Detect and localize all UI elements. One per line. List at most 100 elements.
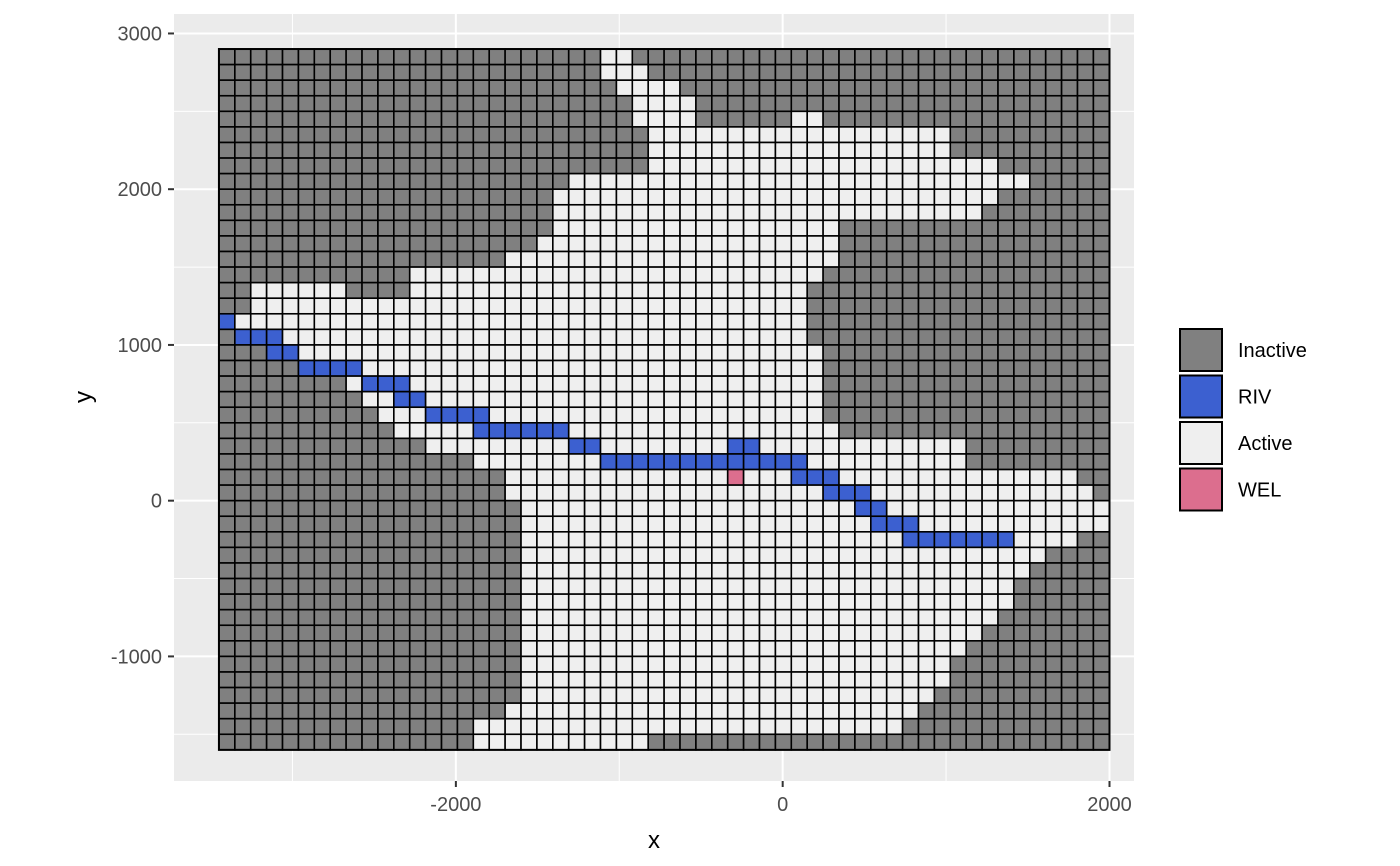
cell-inactive bbox=[567, 79, 586, 97]
cell-inactive bbox=[901, 344, 920, 362]
cell-inactive bbox=[472, 203, 491, 222]
cell-inactive bbox=[281, 266, 300, 284]
cell-inactive bbox=[313, 141, 332, 159]
cell-active bbox=[377, 297, 395, 315]
cell-active bbox=[774, 640, 793, 658]
cell-active bbox=[647, 266, 665, 284]
cell-inactive bbox=[1013, 297, 1031, 315]
cell-inactive bbox=[933, 110, 952, 128]
cell-inactive bbox=[997, 344, 1015, 362]
cell-inactive bbox=[965, 344, 983, 362]
cell-active bbox=[488, 406, 506, 424]
cell-active bbox=[488, 717, 506, 736]
cell-active bbox=[774, 593, 793, 611]
cell-active bbox=[631, 640, 650, 658]
cell-inactive bbox=[377, 172, 395, 191]
cell-inactive bbox=[774, 110, 793, 128]
cell-active bbox=[615, 375, 634, 393]
cell-active bbox=[695, 235, 713, 253]
cell-inactive bbox=[361, 235, 379, 253]
cell-active bbox=[806, 686, 824, 704]
cell-inactive bbox=[234, 110, 252, 128]
cell-inactive bbox=[313, 188, 332, 206]
cell-active bbox=[695, 671, 713, 689]
cell-inactive bbox=[488, 110, 506, 128]
cell-inactive bbox=[440, 702, 459, 720]
cell-riv bbox=[297, 359, 316, 377]
cell-inactive bbox=[790, 48, 809, 66]
cell-active bbox=[838, 468, 856, 486]
cell-active bbox=[806, 406, 824, 424]
legend-key-inactive bbox=[1179, 328, 1223, 372]
cell-inactive bbox=[1060, 655, 1079, 673]
cell-inactive bbox=[265, 608, 284, 627]
cell-inactive bbox=[377, 453, 395, 471]
cell-active bbox=[440, 422, 459, 440]
cell-active bbox=[711, 344, 729, 362]
cell-inactive bbox=[1076, 141, 1095, 159]
cell-active bbox=[679, 126, 697, 144]
cell-inactive bbox=[249, 79, 268, 97]
cell-active bbox=[870, 531, 888, 549]
cell-active bbox=[536, 546, 554, 564]
cell-active bbox=[695, 281, 713, 300]
cell-inactive bbox=[854, 422, 872, 440]
cell-inactive bbox=[1028, 63, 1047, 81]
cell-active bbox=[679, 655, 697, 673]
cell-active bbox=[711, 157, 729, 175]
cell-inactive bbox=[249, 531, 268, 549]
cell-inactive bbox=[1013, 219, 1031, 237]
cell-active bbox=[615, 577, 634, 595]
cell-inactive bbox=[1044, 63, 1063, 81]
cell-active bbox=[695, 157, 713, 175]
cell-active bbox=[265, 312, 284, 331]
cell-inactive bbox=[1092, 546, 1111, 564]
cell-active bbox=[631, 297, 650, 315]
cell-inactive bbox=[885, 110, 904, 128]
cell-active bbox=[806, 562, 824, 580]
cell-inactive bbox=[408, 515, 427, 533]
cell-active bbox=[599, 593, 618, 611]
cell-active bbox=[377, 359, 395, 377]
cell-active bbox=[647, 640, 665, 658]
cell-inactive bbox=[472, 235, 491, 253]
cell-inactive bbox=[981, 94, 999, 113]
cell-active bbox=[790, 499, 809, 518]
cell-active bbox=[711, 499, 729, 518]
cell-active bbox=[726, 172, 745, 191]
cell-inactive bbox=[1060, 126, 1079, 144]
cell-inactive bbox=[965, 655, 983, 673]
cell-inactive bbox=[806, 297, 824, 315]
cell-active bbox=[726, 608, 745, 627]
cell-active bbox=[631, 624, 650, 642]
cell-inactive bbox=[822, 375, 840, 393]
cell-inactive bbox=[281, 110, 300, 128]
cell-inactive bbox=[901, 63, 920, 81]
cell-inactive bbox=[536, 126, 554, 144]
cell-inactive bbox=[965, 406, 983, 424]
cell-inactive bbox=[806, 328, 824, 346]
cell-active bbox=[583, 608, 602, 627]
cell-active bbox=[885, 608, 904, 627]
cell-inactive bbox=[838, 733, 856, 751]
cell-inactive bbox=[472, 141, 491, 159]
cell-active bbox=[742, 219, 761, 237]
cell-active bbox=[647, 406, 665, 424]
cell-inactive bbox=[647, 48, 665, 66]
cell-active bbox=[1060, 484, 1079, 502]
cell-inactive bbox=[488, 546, 506, 564]
cell-inactive bbox=[1092, 94, 1111, 113]
cell-active bbox=[615, 702, 634, 720]
cell-inactive bbox=[377, 79, 395, 97]
cell-inactive bbox=[424, 640, 443, 658]
cell-active bbox=[663, 79, 681, 97]
cell-active bbox=[552, 250, 570, 268]
cell-inactive bbox=[377, 671, 395, 689]
cell-inactive bbox=[472, 94, 491, 113]
cell-inactive bbox=[504, 110, 522, 128]
cell-inactive bbox=[393, 546, 411, 564]
cell-inactive bbox=[393, 624, 411, 642]
cell-inactive bbox=[806, 79, 824, 97]
cell-inactive bbox=[234, 531, 252, 549]
cell-inactive bbox=[1028, 94, 1047, 113]
